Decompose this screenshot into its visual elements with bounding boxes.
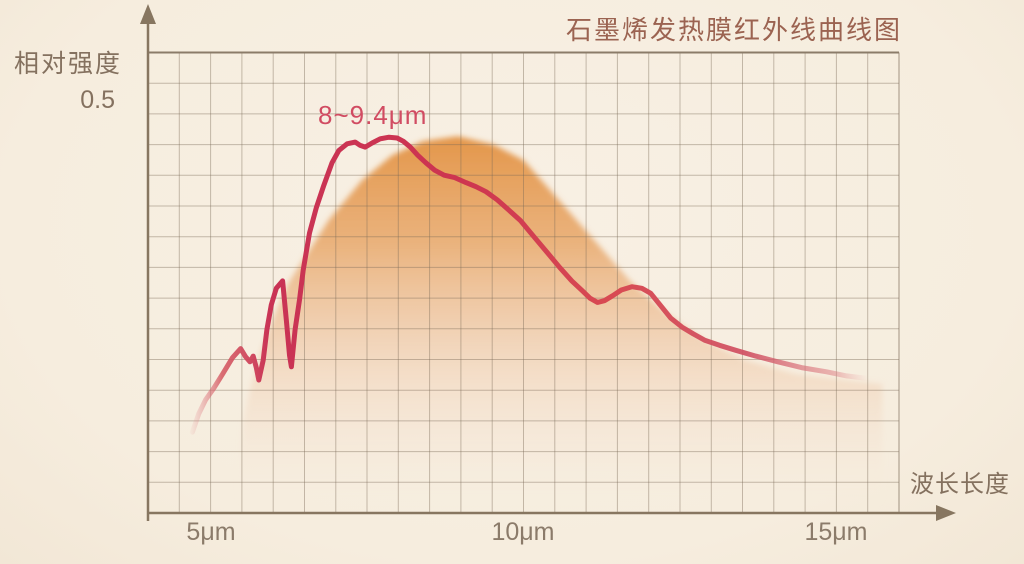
y-axis-tick: 0.5 [80, 86, 115, 114]
x-axis-arrow-icon [936, 505, 956, 521]
plot-border [148, 51, 900, 513]
y-axis-label: 相对强度 [14, 50, 123, 78]
chart-title: 石墨烯发热膜红外线曲线图 [566, 15, 903, 45]
peak-annotation: 8~9.4μm [318, 100, 428, 130]
axes [140, 4, 956, 521]
x-tick-5um: 5μm [186, 518, 236, 546]
x-axis-label: 波长长度 [910, 471, 1010, 498]
x-tick-10um: 10μm [491, 518, 555, 546]
emission-area [238, 136, 883, 514]
x-tick-15um: 15μm [804, 518, 868, 546]
grid-lines [147, 52, 900, 514]
intensity-curve [189, 134, 870, 435]
y-axis-arrow-icon [140, 4, 156, 24]
